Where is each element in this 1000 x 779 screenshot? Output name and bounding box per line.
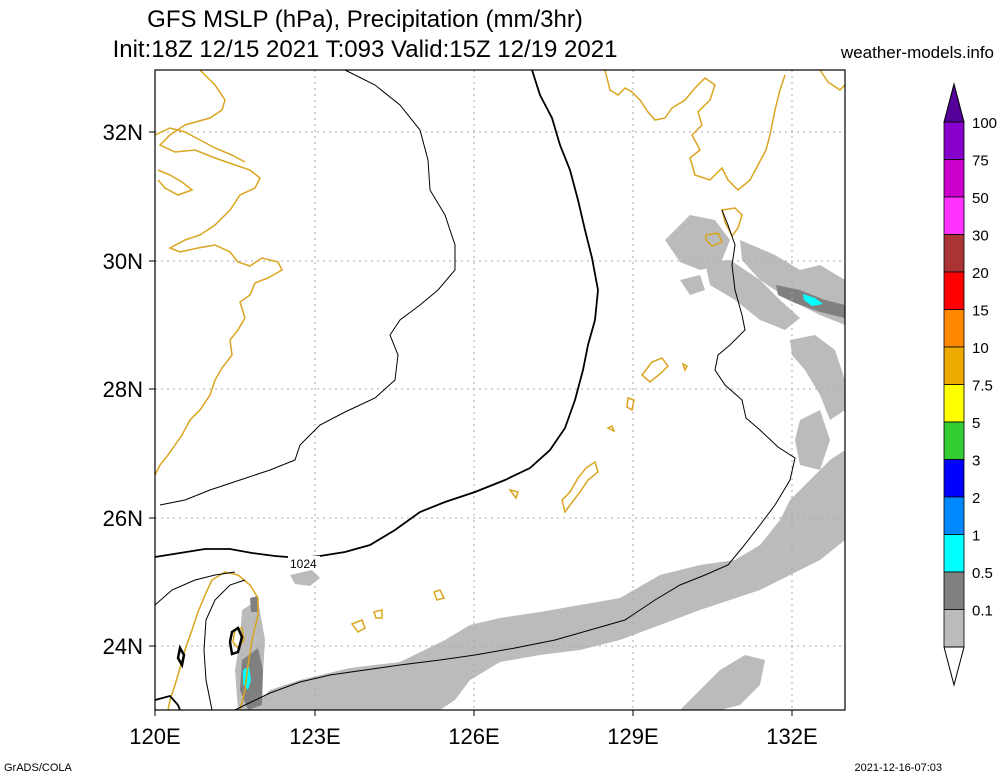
map-title-line1: GFS MSLP (hPa), Precipitation (mm/3hr) [147, 6, 583, 33]
isobar-label-bg [288, 556, 320, 570]
colorbar-label: 50 [972, 190, 989, 207]
lat-label-24n: 24N [103, 634, 143, 659]
colorbar-swatch [943, 309, 965, 348]
map-title-line2: Init:18Z 12/15 2021 T:093 Valid:15Z 12/1… [112, 36, 618, 63]
colorbar-swatch [943, 571, 965, 610]
colorbar-label: 20 [972, 265, 989, 282]
lat-label-32n: 32N [103, 120, 143, 145]
colorbar-swatch [943, 121, 965, 160]
colorbar-label: 5 [972, 415, 980, 432]
lon-label-120e: 120E [129, 724, 180, 749]
colorbar-label: 15 [972, 303, 989, 320]
colorbar-label: 2 [972, 490, 980, 507]
colorbar-swatch [943, 234, 965, 273]
colorbar-label: 3 [972, 453, 980, 470]
isobars [154, 69, 796, 711]
lon-label-123e: 123E [289, 724, 340, 749]
colorbar-swatch [943, 384, 965, 423]
colorbar-top-arrow [943, 82, 965, 123]
lat-label-30n: 30N [103, 249, 143, 274]
colorbar-label: 7.5 [972, 378, 993, 395]
colorbar-label: 0.5 [972, 565, 993, 582]
colorbar-swatch [943, 159, 965, 198]
site-label: weather-models.info [840, 43, 994, 62]
coastlines [154, 69, 846, 711]
colorbar-swatch [943, 609, 965, 648]
precip-colorbar: 100 75 50 30 20 15 10 7.5 5 3 2 1 0.5 0.1 [943, 82, 997, 687]
colorbar-swatch [943, 459, 965, 498]
axis-ticks [149, 131, 793, 716]
colorbar-label: 0.1 [972, 603, 993, 620]
colorbar-swatch [943, 421, 965, 460]
lat-label-28n: 28N [103, 377, 143, 402]
colorbar-swatch [943, 196, 965, 235]
colorbar-swatch [943, 534, 965, 573]
colorbar-label: 10 [972, 340, 989, 357]
footer-timestamp: 2021-12-16-07:03 [854, 762, 942, 774]
colorbar-swatch [943, 496, 965, 535]
lon-label-132e: 132E [766, 724, 817, 749]
colorbar-swatch [943, 346, 965, 385]
footer-left: GrADS/COLA [4, 762, 72, 774]
lat-label-26n: 26N [103, 506, 143, 531]
colorbar-label: 30 [972, 228, 989, 245]
colorbar-label: 1 [972, 528, 980, 545]
lon-label-126e: 126E [448, 724, 499, 749]
lat-lon-grid [155, 70, 845, 710]
colorbar-label: 100 [972, 115, 997, 132]
precip-light-areas [235, 215, 845, 710]
colorbar-swatch [943, 271, 965, 310]
colorbar-label: 75 [972, 153, 989, 170]
isobar-label: 1024 [290, 557, 317, 571]
colorbar-bottom-arrow [943, 646, 965, 687]
lon-label-129e: 129E [607, 724, 658, 749]
map-frame [154, 69, 846, 711]
